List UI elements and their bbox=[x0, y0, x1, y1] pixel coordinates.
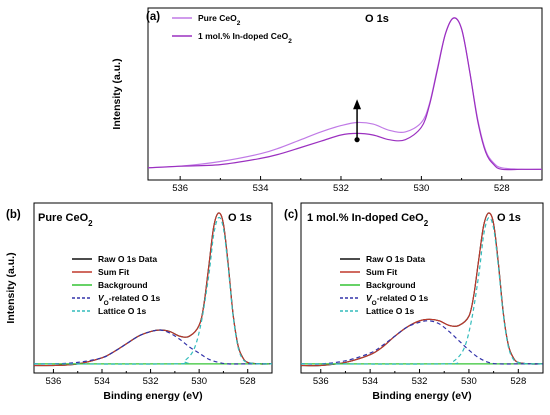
legend-entry: Sum Fit bbox=[366, 267, 397, 277]
x-tick-label: 534 bbox=[253, 183, 269, 194]
legend-entry: Raw O 1s Data bbox=[366, 254, 425, 264]
panel-title: O 1s bbox=[228, 212, 252, 224]
panel-title: O 1s bbox=[365, 13, 389, 25]
x-axis-label: Binding energy (eV) bbox=[372, 390, 471, 402]
legend: Pure CeO2 1 mol.% In-doped CeO2 bbox=[172, 13, 292, 45]
x-tick-label: 536 bbox=[313, 376, 329, 387]
series-raw-o-1s-data bbox=[300, 212, 544, 367]
legend-entry: VO-related O 1s bbox=[98, 293, 161, 307]
x-tick-label: 528 bbox=[510, 376, 526, 387]
legend: Raw O 1s Data Sum Fit Background VO-related… bbox=[340, 254, 429, 316]
legend: Raw O 1s Data Sum Fit Background VO-related… bbox=[72, 254, 161, 316]
x-tick-label: 530 bbox=[413, 183, 429, 194]
legend-entry: Lattice O 1s bbox=[366, 306, 414, 316]
legend-entry: Raw O 1s Data bbox=[98, 254, 157, 264]
legend-entry: VO-related O 1s bbox=[366, 293, 429, 307]
series-1-mol-in-doped-ceo2 bbox=[147, 17, 542, 171]
plot-frame bbox=[33, 202, 273, 374]
arrow-head bbox=[353, 99, 362, 110]
panel-label: (c) bbox=[284, 209, 298, 221]
x-axis-label: Binding energy (eV) bbox=[103, 390, 202, 402]
x-tick-label: 536 bbox=[45, 376, 61, 387]
plot-frame bbox=[147, 7, 543, 181]
x-tick-label: 532 bbox=[412, 376, 428, 387]
plot-frame bbox=[300, 202, 544, 374]
panel-label: (a) bbox=[146, 11, 160, 23]
y-axis-label: Intensity (a.u.) bbox=[111, 58, 123, 129]
series-lattice-o-1s bbox=[33, 216, 273, 365]
series-lattice-o-1s bbox=[300, 216, 544, 365]
x-tick-label: 532 bbox=[333, 183, 349, 194]
legend-entry: Lattice O 1s bbox=[98, 306, 146, 316]
x-tick-label: 528 bbox=[494, 183, 510, 194]
series-vo-related-o-1s bbox=[300, 320, 543, 365]
panel-c: 536 534 532 530 528 (c) O 1s 1 mol.% In-doped C… bbox=[284, 202, 544, 402]
x-tick-label: 534 bbox=[362, 376, 378, 387]
panel-label: (b) bbox=[6, 209, 21, 221]
legend-entry: Background bbox=[366, 280, 416, 290]
series-sum-fit bbox=[33, 212, 273, 367]
panel-subtitle: Pure CeO2 bbox=[38, 212, 93, 228]
panel-b: 536 534 532 530 528 (b) O 1s Pure CeO2 Intensity… bbox=[5, 202, 273, 402]
panel-a: 536 534 532 530 528 (a) O 1s Intensity (a.u.) Pu… bbox=[111, 7, 543, 194]
legend-entry: Pure CeO2 bbox=[198, 13, 241, 27]
x-tick-label: 528 bbox=[240, 376, 256, 387]
arrow-origin-dot bbox=[354, 137, 360, 143]
series-raw-o-1s-data bbox=[33, 212, 273, 367]
y-axis-label: Intensity (a.u.) bbox=[5, 252, 17, 323]
panel-title: O 1s bbox=[497, 212, 521, 224]
x-tick-label: 532 bbox=[143, 376, 159, 387]
legend-entry: Background bbox=[98, 280, 148, 290]
panel-subtitle: 1 mol.% In-doped CeO2 bbox=[307, 212, 429, 228]
series-sum-fit bbox=[300, 212, 544, 367]
x-tick-label: 530 bbox=[191, 376, 207, 387]
series-vo-related-o-1s bbox=[33, 329, 272, 365]
x-tick-label: 534 bbox=[94, 376, 110, 387]
x-tick-label: 530 bbox=[461, 376, 477, 387]
legend-entry: Sum Fit bbox=[98, 267, 129, 277]
legend-entry: 1 mol.% In-doped CeO2 bbox=[198, 31, 292, 45]
x-tick-label: 536 bbox=[172, 183, 188, 194]
